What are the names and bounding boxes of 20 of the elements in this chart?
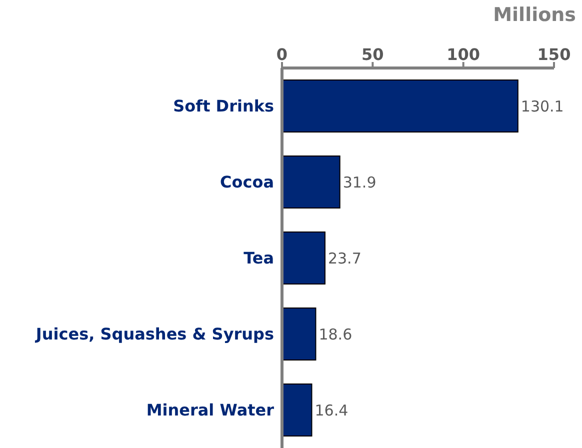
y-tick-label: Soft Drinks — [173, 96, 274, 116]
y-tick-label: Tea — [244, 248, 274, 268]
bar — [282, 80, 518, 132]
x-tick-label: 150 — [537, 45, 571, 64]
x-axis-title: Millions — [493, 4, 576, 26]
x-tick-label: 100 — [446, 45, 480, 64]
data-label: 16.4 — [314, 401, 348, 420]
bar — [282, 156, 340, 208]
data-label: 18.6 — [318, 325, 352, 344]
data-label: 23.7 — [328, 249, 362, 268]
bar — [282, 384, 312, 436]
bar — [282, 232, 326, 284]
data-label: 31.9 — [342, 173, 376, 192]
x-tick-label: 50 — [362, 45, 384, 64]
y-tick-label: Juices, Squashes & Syrups — [34, 324, 274, 344]
bar — [282, 308, 316, 360]
data-label: 130.1 — [520, 97, 564, 116]
y-tick-label: Mineral Water — [146, 400, 274, 420]
y-tick-label: Cocoa — [220, 172, 274, 192]
x-tick-label: 0 — [276, 45, 288, 64]
